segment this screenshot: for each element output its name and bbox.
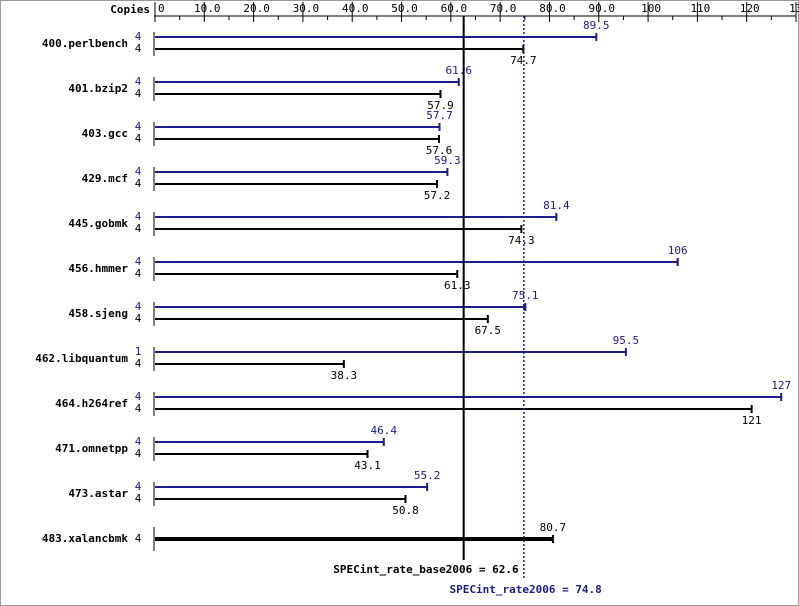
x-tick-label: 0 <box>158 2 165 15</box>
copies-label: 4 <box>135 532 142 545</box>
value-label: 46.4 <box>371 424 398 437</box>
value-label: 38.3 <box>331 369 358 382</box>
value-label: 121 <box>742 414 762 427</box>
copies-label: 4 <box>135 177 142 190</box>
x-tick-label: 40.0 <box>342 2 369 15</box>
value-label: 67.5 <box>475 324 502 337</box>
reference-label: SPECint_rate2006 = 74.8 <box>449 583 601 596</box>
copies-label: 4 <box>135 87 142 100</box>
category-label: 456.hmmer <box>68 262 128 275</box>
category-label: 429.mcf <box>82 172 128 185</box>
value-label: 127 <box>771 379 791 392</box>
value-label: 61.3 <box>444 279 471 292</box>
value-label: 89.5 <box>583 19 610 32</box>
copies-label: 4 <box>135 357 142 370</box>
value-label: 55.2 <box>414 469 441 482</box>
category-label: 483.xalancbmk <box>42 532 128 545</box>
copies-label: 4 <box>135 165 142 178</box>
value-label: 43.1 <box>354 459 381 472</box>
x-tick-label: 60.0 <box>441 2 468 15</box>
copies-label: 4 <box>135 42 142 55</box>
value-label: 57.2 <box>424 189 451 202</box>
copies-label: 4 <box>135 480 142 493</box>
value-label: 50.8 <box>392 504 419 517</box>
category-label: 471.omnetpp <box>55 442 128 455</box>
copies-label: 4 <box>135 447 142 460</box>
value-label: 81.4 <box>543 199 570 212</box>
reference-label: SPECint_rate_base2006 = 62.6 <box>333 563 519 576</box>
copies-label: 4 <box>135 267 142 280</box>
category-label: 403.gcc <box>82 127 128 140</box>
value-label: 80.7 <box>540 521 567 534</box>
category-label: 464.h264ref <box>55 397 128 410</box>
copies-header: Copies <box>110 3 150 16</box>
x-tick-label: 80.0 <box>539 2 566 15</box>
copies-label: 4 <box>135 435 142 448</box>
copies-label: 4 <box>135 75 142 88</box>
copies-label: 4 <box>135 255 142 268</box>
category-label: 401.bzip2 <box>68 82 128 95</box>
category-label: 458.sjeng <box>68 307 128 320</box>
copies-label: 4 <box>135 402 142 415</box>
category-label: 400.perlbench <box>42 37 128 50</box>
x-tick-label: 20.0 <box>243 2 270 15</box>
x-tick-label: 110 <box>690 2 710 15</box>
x-tick-label: 90.0 <box>589 2 616 15</box>
copies-label: 4 <box>135 120 142 133</box>
value-label: 57.9 <box>427 99 454 112</box>
copies-label: 4 <box>135 312 142 325</box>
category-label: 445.gobmk <box>68 217 128 230</box>
copies-label: 4 <box>135 210 142 223</box>
x-tick-label: 120 <box>740 2 760 15</box>
copies-label: 4 <box>135 132 142 145</box>
x-tick-label: 30.0 <box>293 2 320 15</box>
value-label: 106 <box>668 244 688 257</box>
x-tick-label: 50.0 <box>391 2 418 15</box>
x-tick-label: 130 <box>789 2 799 15</box>
copies-label: 4 <box>135 222 142 235</box>
value-label: 57.6 <box>426 144 453 157</box>
value-label: 61.6 <box>445 64 472 77</box>
category-label: 462.libquantum <box>35 352 128 365</box>
value-label: 95.5 <box>613 334 640 347</box>
copies-label: 4 <box>135 300 142 313</box>
value-label: 59.3 <box>434 154 461 167</box>
x-tick-label: 70.0 <box>490 2 517 15</box>
x-tick-label: 100 <box>641 2 661 15</box>
copies-label: 4 <box>135 390 142 403</box>
copies-label: 4 <box>135 30 142 43</box>
value-label: 74.3 <box>508 234 535 247</box>
copies-label: 1 <box>135 345 142 358</box>
category-label: 473.astar <box>68 487 128 500</box>
copies-label: 4 <box>135 492 142 505</box>
value-label: 75.1 <box>512 289 539 302</box>
x-tick-label: 10.0 <box>194 2 221 15</box>
value-label: 57.7 <box>426 109 453 122</box>
